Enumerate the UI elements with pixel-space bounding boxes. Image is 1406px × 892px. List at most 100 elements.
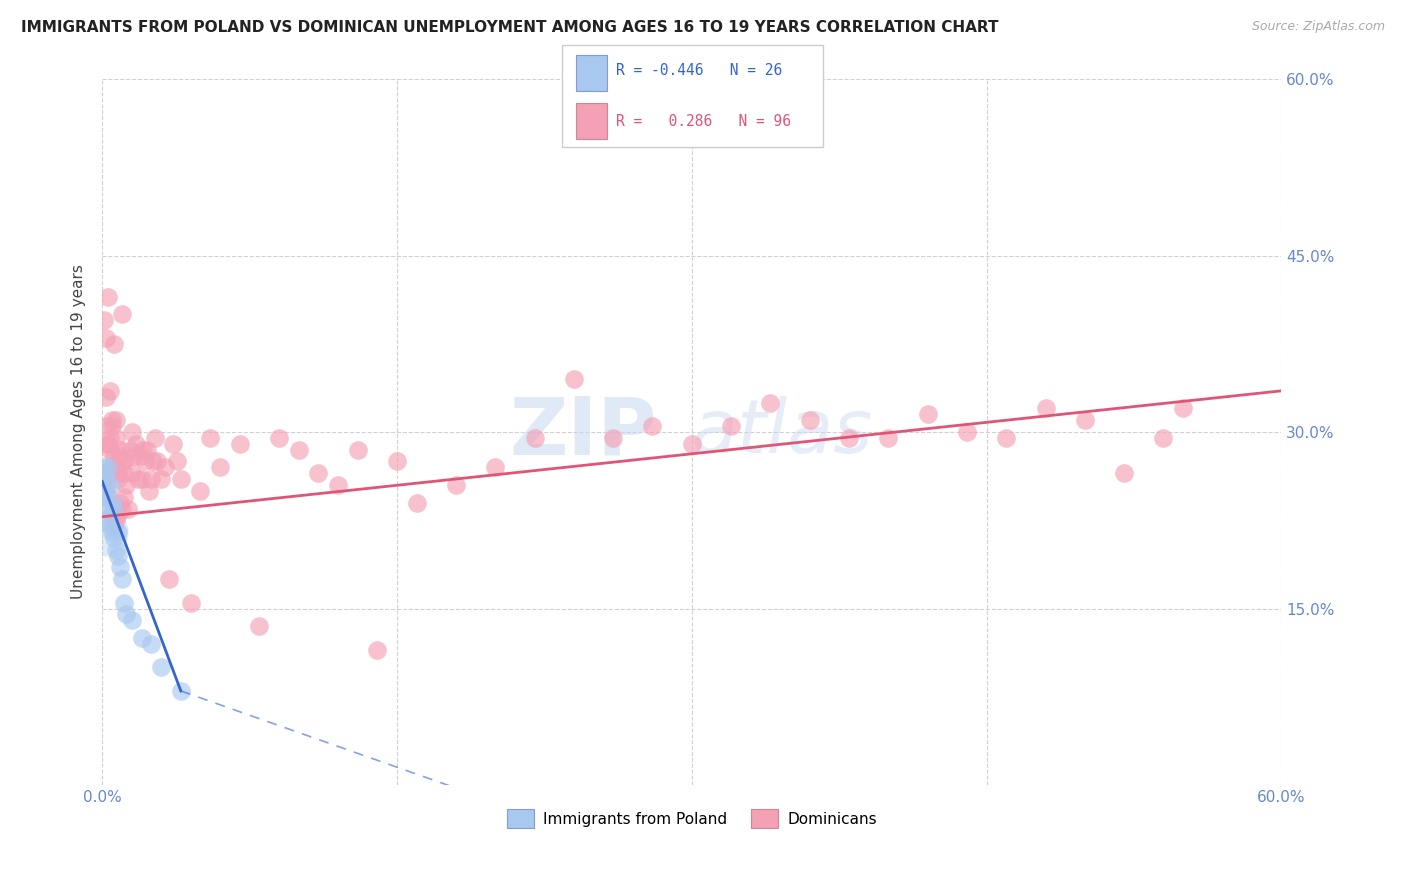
Point	[287, 442, 309, 457]
Point	[759, 395, 782, 409]
Point	[97, 460, 120, 475]
Text: R = -0.446   N = 26: R = -0.446 N = 26	[616, 62, 782, 78]
Point	[131, 472, 153, 486]
Point	[101, 524, 124, 539]
Point	[523, 431, 546, 445]
Point	[1074, 413, 1097, 427]
Point	[93, 460, 115, 475]
Point	[104, 460, 127, 475]
Point	[956, 425, 979, 439]
Point	[104, 431, 127, 445]
Point	[97, 501, 120, 516]
Point	[134, 454, 156, 468]
Point	[153, 460, 176, 475]
Point	[93, 467, 115, 481]
Point	[562, 372, 585, 386]
Point	[838, 431, 860, 445]
Point	[111, 572, 134, 586]
Point	[385, 454, 408, 468]
Point	[366, 642, 388, 657]
Point	[93, 313, 115, 327]
Point	[103, 531, 125, 545]
Point	[122, 449, 145, 463]
Point	[103, 449, 125, 463]
Point	[104, 413, 127, 427]
Point	[141, 637, 163, 651]
Point	[136, 442, 159, 457]
Point	[170, 472, 193, 486]
Point	[720, 419, 742, 434]
Point	[98, 519, 121, 533]
Point	[107, 508, 129, 522]
Point	[98, 467, 121, 481]
Point	[107, 549, 129, 563]
Point	[799, 413, 821, 427]
Point	[94, 331, 117, 345]
Point	[101, 460, 124, 475]
Point	[180, 596, 202, 610]
Point	[97, 437, 120, 451]
Point	[93, 467, 115, 481]
Point	[132, 442, 155, 457]
Legend: Immigrants from Poland, Dominicans: Immigrants from Poland, Dominicans	[501, 803, 883, 834]
Y-axis label: Unemployment Among Ages 16 to 19 years: Unemployment Among Ages 16 to 19 years	[72, 265, 86, 599]
Point	[150, 472, 173, 486]
Text: ZIP: ZIP	[509, 393, 657, 471]
Point	[93, 472, 115, 486]
Point	[138, 483, 160, 498]
Point	[114, 607, 136, 622]
Point	[94, 513, 117, 527]
Point	[103, 519, 125, 533]
Point	[1153, 431, 1175, 445]
Point	[94, 472, 117, 486]
Text: IMMIGRANTS FROM POLAND VS DOMINICAN UNEMPLOYMENT AMONG AGES 16 TO 19 YEARS CORRE: IMMIGRANTS FROM POLAND VS DOMINICAN UNEM…	[21, 20, 998, 35]
Point	[141, 472, 163, 486]
Point	[170, 684, 193, 698]
Point	[94, 419, 117, 434]
Point	[405, 496, 427, 510]
Point	[995, 431, 1018, 445]
Point	[107, 472, 129, 486]
Point	[200, 431, 222, 445]
Point	[146, 454, 169, 468]
Point	[108, 449, 131, 463]
Point	[98, 384, 121, 398]
Text: R =   0.286   N = 96: R = 0.286 N = 96	[616, 114, 790, 129]
Point	[346, 442, 368, 457]
Point	[98, 478, 121, 492]
Point	[681, 437, 703, 451]
Point	[131, 631, 153, 645]
Point	[104, 542, 127, 557]
Point	[111, 307, 134, 321]
Point	[101, 508, 124, 522]
Point	[112, 454, 135, 468]
Point	[190, 483, 212, 498]
Point	[104, 513, 127, 527]
Point	[602, 431, 624, 445]
Point	[97, 437, 120, 451]
Point	[143, 431, 166, 445]
Point	[121, 467, 143, 481]
Point	[118, 442, 141, 457]
Point	[98, 431, 121, 445]
Point	[107, 524, 129, 539]
Point	[98, 442, 121, 457]
Text: atlas: atlas	[692, 396, 873, 468]
Point	[229, 437, 252, 451]
Point	[444, 478, 467, 492]
Point	[128, 449, 150, 463]
Point	[121, 425, 143, 439]
Point	[1114, 467, 1136, 481]
Point	[111, 454, 134, 468]
Point	[94, 390, 117, 404]
Point	[114, 478, 136, 492]
Point	[93, 490, 115, 504]
Point	[112, 490, 135, 504]
Point	[484, 460, 506, 475]
Point	[97, 290, 120, 304]
Point	[94, 483, 117, 498]
Point	[249, 619, 271, 633]
Text: Source: ZipAtlas.com: Source: ZipAtlas.com	[1251, 20, 1385, 33]
Point	[641, 419, 664, 434]
Point	[108, 442, 131, 457]
